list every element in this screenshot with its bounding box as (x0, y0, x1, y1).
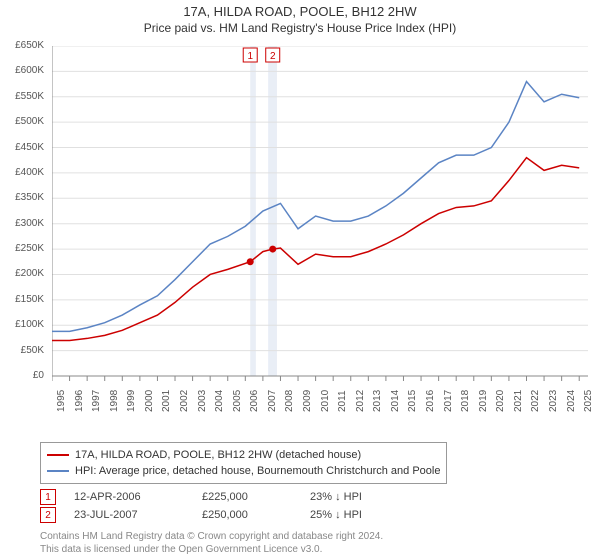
transactions-table: 1 12-APR-2006 £225,000 23% ↓ HPI 2 23-JUL-200… (40, 488, 362, 524)
x-tick-label: 2012 (355, 390, 366, 412)
transaction-price: £225,000 (202, 491, 292, 503)
transaction-price: £250,000 (202, 509, 292, 521)
x-tick-label: 1997 (91, 390, 102, 412)
x-tick-label: 2013 (372, 390, 383, 412)
x-tick-label: 2016 (425, 390, 436, 412)
x-tick-label: 2010 (320, 390, 331, 412)
transaction-point (269, 246, 276, 253)
x-tick-label: 2003 (197, 390, 208, 412)
legend: 17A, HILDA ROAD, POOLE, BH12 2HW (detach… (40, 442, 447, 484)
series-hpi (52, 82, 579, 332)
x-tick-label: 1996 (74, 390, 85, 412)
marker-label: 2 (270, 51, 276, 62)
y-tick-label: £450K (0, 142, 44, 153)
transaction-delta: 23% ↓ HPI (310, 491, 362, 503)
y-tick-label: £0 (0, 370, 44, 381)
price-vs-hpi-chart: { "title":"17A, HILDA ROAD, POOLE, BH12 … (0, 0, 600, 560)
chart-title: 17A, HILDA ROAD, POOLE, BH12 2HW (0, 0, 600, 19)
marker-label: 1 (247, 51, 253, 62)
x-tick-label: 2002 (179, 390, 190, 412)
footer-line-2: This data is licensed under the Open Gov… (40, 543, 383, 556)
transaction-point (247, 258, 254, 265)
transaction-date: 12-APR-2006 (74, 491, 184, 503)
legend-swatch (47, 454, 69, 456)
x-tick-label: 2022 (530, 390, 541, 412)
x-tick-label: 2009 (302, 390, 313, 412)
x-tick-label: 2019 (478, 390, 489, 412)
legend-text: HPI: Average price, detached house, Bour… (75, 465, 440, 477)
footer: Contains HM Land Registry data © Crown c… (40, 530, 383, 556)
chart-subtitle: Price paid vs. HM Land Registry's House … (0, 19, 600, 37)
y-tick-label: £350K (0, 192, 44, 203)
transaction-date: 23-JUL-2007 (74, 509, 184, 521)
x-tick-label: 2006 (249, 390, 260, 412)
legend-item: HPI: Average price, detached house, Bour… (47, 463, 440, 479)
x-tick-label: 2014 (390, 390, 401, 412)
x-tick-label: 2011 (337, 390, 348, 412)
y-tick-label: £400K (0, 167, 44, 178)
x-tick-label: 2017 (443, 390, 454, 412)
y-tick-label: £500K (0, 116, 44, 127)
x-tick-label: 1999 (126, 390, 137, 412)
y-tick-label: £200K (0, 268, 44, 279)
transaction-marker: 1 (40, 489, 56, 505)
legend-item: 17A, HILDA ROAD, POOLE, BH12 2HW (detach… (47, 447, 440, 463)
transaction-delta: 25% ↓ HPI (310, 509, 362, 521)
transaction-row: 1 12-APR-2006 £225,000 23% ↓ HPI (40, 488, 362, 506)
transaction-row: 2 23-JUL-2007 £250,000 25% ↓ HPI (40, 506, 362, 524)
y-tick-label: £550K (0, 91, 44, 102)
x-tick-label: 2000 (144, 390, 155, 412)
y-tick-label: £650K (0, 40, 44, 51)
x-tick-label: 2021 (513, 390, 524, 412)
x-tick-label: 2020 (495, 390, 506, 412)
x-tick-label: 2007 (267, 390, 278, 412)
x-tick-label: 2024 (566, 390, 577, 412)
y-tick-label: £50K (0, 345, 44, 356)
x-tick-label: 2004 (214, 390, 225, 412)
y-tick-label: £250K (0, 243, 44, 254)
x-tick-label: 2005 (232, 390, 243, 412)
y-tick-label: £100K (0, 319, 44, 330)
x-tick-label: 2008 (284, 390, 295, 412)
y-tick-label: £300K (0, 218, 44, 229)
plot-area: 12 (52, 46, 588, 394)
x-tick-label: 2023 (548, 390, 559, 412)
x-tick-label: 1995 (56, 390, 67, 412)
y-tick-label: £150K (0, 294, 44, 305)
x-tick-label: 2015 (407, 390, 418, 412)
x-tick-label: 2001 (161, 390, 172, 412)
x-tick-label: 2025 (583, 390, 594, 412)
y-tick-label: £600K (0, 65, 44, 76)
legend-swatch (47, 470, 69, 472)
transaction-marker: 2 (40, 507, 56, 523)
legend-text: 17A, HILDA ROAD, POOLE, BH12 2HW (detach… (75, 449, 361, 461)
x-tick-label: 1998 (109, 390, 120, 412)
footer-line-1: Contains HM Land Registry data © Crown c… (40, 530, 383, 543)
x-tick-label: 2018 (460, 390, 471, 412)
